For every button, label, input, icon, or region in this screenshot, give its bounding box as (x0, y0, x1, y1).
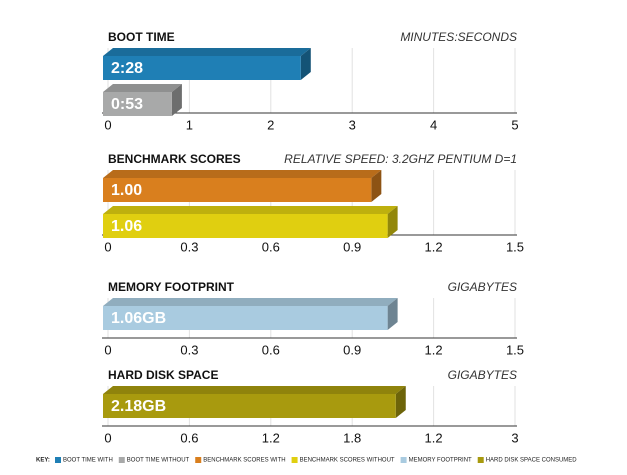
bar-side (395, 386, 406, 418)
x-tick-label: 1 (186, 117, 193, 132)
value-label: 1.06 (111, 218, 142, 235)
x-tick-label: 1.5 (506, 342, 524, 357)
panel-unit: RELATIVE SPEED: 3.2GHZ PENTIUM D=1 (284, 152, 517, 166)
legend-swatch (55, 457, 61, 463)
x-tick-label: 3 (511, 430, 518, 445)
legend-label: BENCHMARK SCORES WITHOUT (300, 458, 395, 464)
bar-side (300, 48, 311, 80)
legend-swatch (477, 457, 484, 463)
legend-label: MEMORY FOOTPRINT (409, 458, 472, 464)
panel-unit: GIGABYTES (448, 280, 517, 294)
bar (103, 178, 372, 202)
bar (103, 306, 388, 330)
value-label: 2:28 (111, 60, 143, 77)
bar-top (103, 170, 382, 178)
legend-label: BOOT TIME WITH (63, 458, 113, 464)
panel-unit: GIGABYTES (448, 368, 517, 382)
legend-swatch (400, 457, 407, 463)
bar-top (103, 206, 398, 214)
legend-label: HARD DISK SPACE CONSUMED (486, 458, 578, 464)
x-tick-label: 0 (104, 117, 111, 132)
panel-title: BENCHMARK SCORES (108, 152, 241, 166)
x-tick-label: 0 (104, 342, 111, 357)
x-tick-label: 0.6 (262, 342, 280, 357)
x-tick-label: 0.6 (262, 239, 280, 254)
bar-side (387, 298, 398, 330)
x-tick-label: 5 (511, 117, 518, 132)
bar (103, 214, 388, 238)
bar (103, 394, 396, 418)
value-label: 0:53 (111, 96, 143, 113)
x-tick-label: 0 (104, 239, 111, 254)
bar-top (103, 84, 182, 92)
x-tick-label: 1.5 (506, 239, 524, 254)
bar-side (171, 84, 182, 116)
x-tick-label: 0 (104, 430, 111, 445)
key-title: KEY: (36, 458, 50, 464)
legend-swatch (291, 457, 298, 463)
x-tick-label: 1.2 (425, 342, 443, 357)
x-tick-label: 1.2 (425, 430, 443, 445)
x-tick-label: 4 (430, 117, 437, 132)
x-tick-label: 2 (267, 117, 274, 132)
legend-swatch (195, 457, 202, 463)
legend-label: BOOT TIME WITHOUT (127, 458, 190, 464)
x-tick-label: 1.2 (425, 239, 443, 254)
bar-top (103, 48, 311, 56)
x-tick-label: 0.3 (180, 239, 198, 254)
x-tick-label: 3 (349, 117, 356, 132)
legend-label: BENCHMARK SCORES WITH (203, 458, 285, 464)
value-label: 1.00 (111, 182, 142, 199)
bar-side (387, 206, 398, 238)
bar (103, 56, 301, 80)
legend-swatch (118, 457, 125, 463)
bar-side (371, 170, 382, 202)
panel-title: BOOT TIME (108, 30, 175, 44)
x-tick-label: 1.2 (262, 430, 280, 445)
x-tick-label: 1.8 (343, 430, 361, 445)
panel-title: HARD DISK SPACE (108, 368, 218, 382)
x-tick-label: 0.9 (343, 239, 361, 254)
panel-title: MEMORY FOOTPRINT (108, 280, 235, 294)
bar-top (103, 298, 398, 306)
bar-top (103, 386, 406, 394)
x-tick-label: 0.9 (343, 342, 361, 357)
x-tick-label: 0.3 (180, 342, 198, 357)
panel-unit: MINUTES:SECONDS (400, 30, 517, 44)
value-label: 1.06GB (111, 310, 166, 327)
x-tick-label: 0.6 (180, 430, 198, 445)
bar (103, 92, 172, 116)
value-label: 2.18GB (111, 398, 166, 415)
